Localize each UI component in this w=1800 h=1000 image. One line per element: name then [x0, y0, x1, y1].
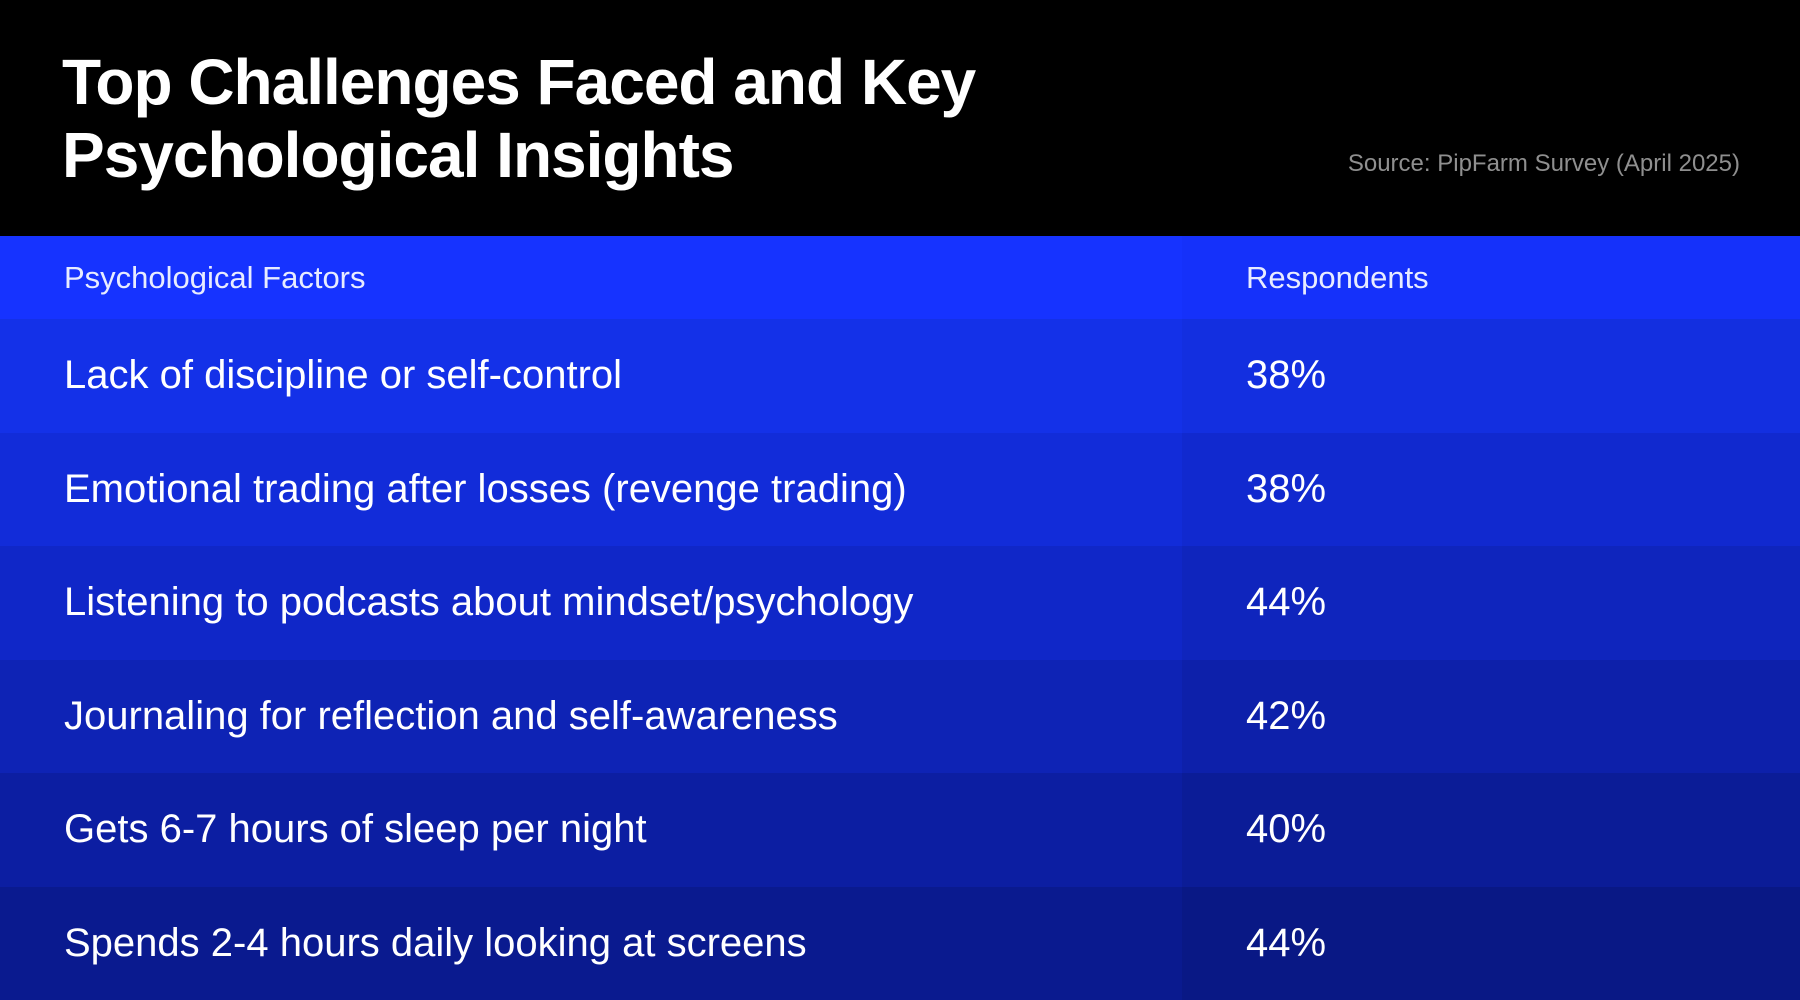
respondents-cell: 42% — [1182, 659, 1800, 773]
table-header-row: Psychological Factors Respondents — [0, 236, 1800, 319]
factor-cell: Listening to podcasts about mindset/psyc… — [0, 546, 1182, 660]
respondents-cell: 44% — [1182, 546, 1800, 660]
respondents-cell: 40% — [1182, 773, 1800, 887]
header: Top Challenges Faced and Key Psychologic… — [0, 0, 1800, 236]
factor-cell: Emotional trading after losses (revenge … — [0, 432, 1182, 546]
table-row: Gets 6-7 hours of sleep per night 40% — [0, 773, 1800, 887]
factor-cell: Gets 6-7 hours of sleep per night — [0, 773, 1182, 887]
factor-cell: Spends 2-4 hours daily looking at screen… — [0, 886, 1182, 1000]
column-header-factors: Psychological Factors — [0, 236, 1182, 319]
table-row: Lack of discipline or self-control 38% — [0, 319, 1800, 433]
table-row: Journaling for reflection and self-aware… — [0, 659, 1800, 773]
data-table: Psychological Factors Respondents Lack o… — [0, 236, 1800, 1000]
table-row: Listening to podcasts about mindset/psyc… — [0, 546, 1800, 660]
table-row: Spends 2-4 hours daily looking at screen… — [0, 886, 1800, 1000]
factor-cell: Journaling for reflection and self-aware… — [0, 659, 1182, 773]
title-line-2: Psychological Insights — [62, 119, 734, 191]
respondents-cell: 44% — [1182, 886, 1800, 1000]
table-row: Emotional trading after losses (revenge … — [0, 432, 1800, 546]
source-note: Source: PipFarm Survey (April 2025) — [1347, 150, 1740, 177]
factor-cell: Lack of discipline or self-control — [0, 319, 1182, 433]
column-header-respondents: Respondents — [1182, 236, 1800, 319]
respondents-cell: 38% — [1182, 432, 1800, 546]
respondents-cell: 38% — [1182, 319, 1800, 433]
chart-title: Top Challenges Faced and Key Psychologic… — [62, 46, 1062, 192]
title-line-1: Top Challenges Faced and Key — [62, 46, 976, 118]
